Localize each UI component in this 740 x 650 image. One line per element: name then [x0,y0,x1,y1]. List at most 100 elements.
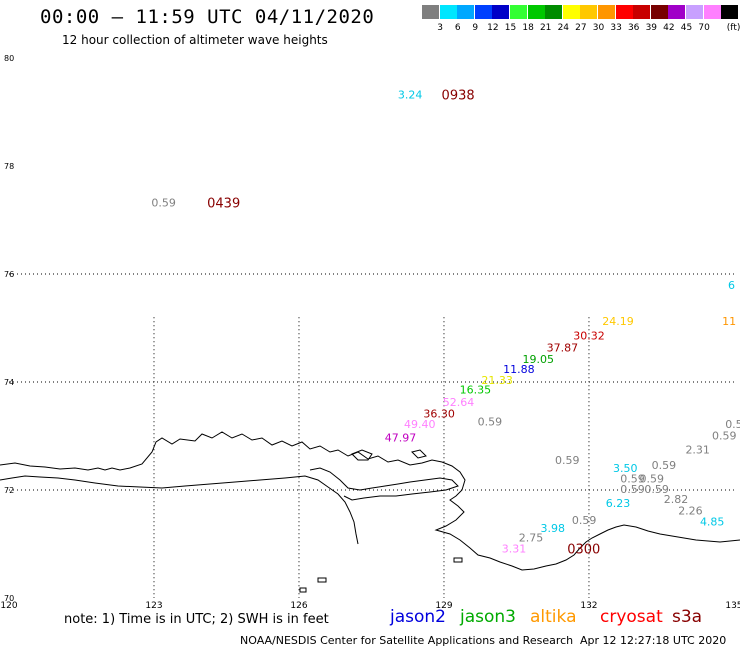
legend-label: 6 [454,23,461,33]
page-subtitle: 12 hour collection of altimeter wave hei… [62,33,328,47]
wave-height-label: 21.33 [481,374,513,387]
legend-label: 3 [437,23,443,33]
y-tick-label: 74 [4,378,14,387]
legend-swatch [580,5,598,19]
y-tick-label: 70 [4,594,14,603]
legend-swatch [598,5,615,19]
legend-swatch [562,5,580,19]
legend-swatch [703,5,721,19]
wave-height-label: 49.40 [404,418,436,431]
satellite-jason2: jason2 [390,607,446,627]
legend-label: 18 [522,23,534,33]
grid-lines [9,273,734,598]
wave-height-label: 19.05 [522,353,554,366]
legend-label: 15 [504,23,517,33]
coastline-island [411,449,427,459]
legend-swatch [650,5,668,19]
legend-swatch [721,5,739,19]
wave-height-label: 0.59 [572,514,597,527]
legend-swatch [474,5,492,19]
legend-swatch [492,5,510,19]
legend-swatch [510,5,527,19]
axis-labels: 120 123 126 129 132 135 80 78 76 74 72 70 [0,54,740,611]
wave-height-label: 30.32 [573,330,605,343]
coastline-island [317,577,327,583]
wave-height-label: 3.50 [613,462,638,475]
wave-height-label: 3.31 [502,542,527,555]
legend-label: 42 [663,23,675,33]
x-tick-label: 126 [290,601,307,611]
x-tick-label: 129 [435,601,452,611]
credit-line: NOAA/NESDIS Center for Satellite Applica… [240,634,574,647]
legend-label: 30 [592,23,605,33]
wave-height-label: 11.88 [503,363,535,376]
footnote: note: 1) Time is in UTC; 2) SWH is in fe… [64,612,329,627]
data-points: 3.24 0.59 6 24.19 11 30.3237.8719.0511.8821.3… [151,89,740,558]
wave-height-label: 6.23 [606,497,631,510]
wave-height-label: 11 [722,315,736,328]
legend-label: 70 [698,23,710,33]
wave-height-label: 0.59 [644,483,669,496]
wave-height-label: 16.35 [460,384,492,397]
legend-swatch [422,5,439,19]
coastline-island [351,449,373,461]
x-tick-label: 123 [145,601,162,611]
wave-height-label: 0.59 [652,459,677,472]
wave-height-label: 2.26 [678,505,703,518]
legend-label: 39 [645,23,658,33]
legend-label: 45 [680,23,693,33]
coastline [0,431,740,593]
legend-unit: (ft) [726,23,740,33]
x-tick-label: 135 [725,601,740,611]
y-tick-label: 76 [4,270,14,279]
legend-swatch [615,5,633,19]
coastline-mainland [0,431,740,571]
coastline-peninsula [309,467,459,501]
wave-height-label: 24.19 [602,315,634,328]
wave-height-label: 0.59 [151,197,176,210]
legend-label: 12 [487,23,499,33]
legend-label: 33 [610,23,622,33]
satellite-jason3: jason3 [460,607,516,627]
pass-time-label: 0439 [207,197,240,212]
wave-height-label: 2.75 [519,532,544,545]
legend-label: 21 [539,23,552,33]
wave-height-label: 0.59 [478,415,503,428]
satellite-altika: altika [530,607,577,627]
wave-height-label: 6 [728,279,735,292]
wave-height-label: 0.59 [712,429,737,442]
coastline-gulf [0,475,359,545]
y-tick-label: 72 [4,486,14,495]
legend-swatch [439,5,457,19]
wave-height-label: 0.59 [620,473,645,486]
wave-height-label: 2.31 [685,444,710,457]
legend-swatch [633,5,651,19]
legend-label: 24 [557,23,570,33]
pass-time-label: 0300 [567,542,600,557]
wave-height-label: 0.59 [555,454,580,467]
wave-height-label: 0.59 [640,473,665,486]
wave-height-label: 52.64 [443,396,475,409]
x-tick-label: 120 [0,601,17,611]
wave-height-label: 37.87 [547,341,579,354]
coastline-island [299,587,307,593]
wave-height-label: 47.97 [385,432,417,445]
wave-height-label: 36.30 [423,407,455,420]
legend-label: 9 [472,23,479,33]
wave-height-label: 3.24 [398,89,423,102]
legend-swatch [686,5,703,19]
wave-height-label: 4.85 [700,515,725,528]
x-tick-label: 132 [580,601,597,611]
y-tick-label: 80 [4,54,14,63]
satellite-cryosat: cryosat [600,607,663,627]
legend-label: 36 [627,23,640,33]
legend-label: 27 [575,23,587,33]
pass-time-label: 0938 [442,89,475,104]
legend-swatch [668,5,686,19]
wave-height-label: 3.98 [540,522,565,535]
timestamp: Apr 12 12:27:18 UTC 2020 [580,634,727,647]
coastline-island [453,557,463,563]
legend-swatch [457,5,475,19]
y-tick-label: 78 [4,162,14,171]
